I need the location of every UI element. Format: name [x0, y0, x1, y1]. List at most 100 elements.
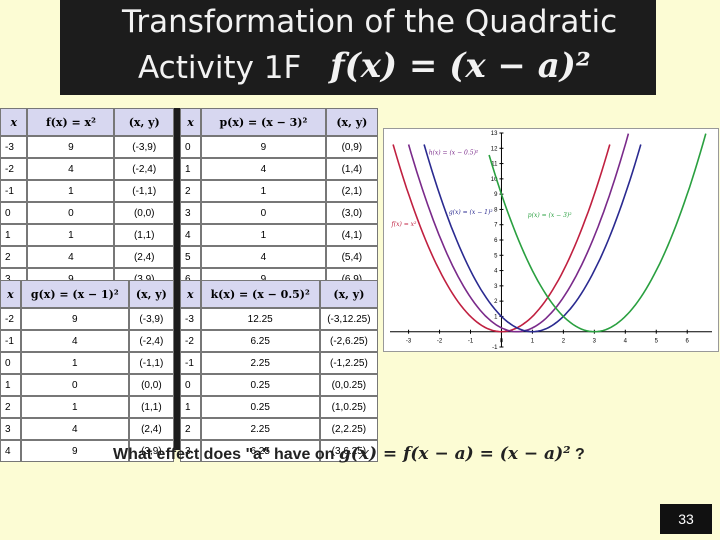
table-cell: 2.25 [200, 418, 320, 440]
x-tick-label: -2 [437, 339, 443, 345]
y-tick-label: 3 [494, 284, 498, 290]
x-tick-label: -1 [468, 339, 474, 345]
table-cell: -2 [0, 158, 28, 180]
table-cell: 4 [20, 418, 129, 440]
table-cell: (2,2.25) [319, 418, 378, 440]
table-row: 0 1 (-1,1) [0, 352, 174, 374]
graph-panel: -3 -2 -1 0 1 2 3 4 5 6 -1 1 2 3 4 5 6 7 8 9 10 11 12 13 f(x) = x… [383, 128, 719, 352]
title-banner: Transformation of the Quadratic Activity… [60, 0, 656, 95]
y-tick-label: 4 [494, 269, 498, 275]
table-cell: -3 [180, 308, 201, 330]
x-tick-label: 5 [655, 339, 659, 345]
header-cell: (x, y) [128, 280, 174, 308]
table-row: 1 0.25 (1,0.25) [180, 396, 378, 418]
y-tick-label: 5 [494, 253, 498, 259]
table-row: 0 0.25 (0,0.25) [180, 374, 378, 396]
table-cell: 9 [20, 308, 129, 330]
table-cell: -2 [0, 308, 21, 330]
table-row: 5 4 (5,4) [180, 246, 378, 268]
table-cell: 1 [180, 396, 201, 418]
table-cell: 0 [20, 374, 129, 396]
y-tick-label: 6 [494, 238, 498, 244]
y-tick-label: 13 [491, 131, 498, 137]
table-cell: (0,9) [325, 136, 378, 158]
table-cell: (-1,1) [128, 352, 174, 374]
series-label: g(x) = (x − 1)² [449, 209, 493, 216]
table-cell: 0.25 [200, 374, 320, 396]
series-label: p(x) = (x − 3)² [528, 212, 572, 219]
table-cell: (-3,9) [114, 136, 174, 158]
table-row: -1 1 (-1,1) [0, 180, 174, 202]
table-cell: 0 [180, 374, 201, 396]
table-divider [174, 108, 180, 450]
y-tick-label: 10 [491, 177, 498, 183]
y-tick-label: 2 [494, 299, 498, 305]
table-cell: (1,1) [114, 224, 174, 246]
table-row: -3 9 (-3,9) [0, 136, 174, 158]
table-cell: (1,4) [325, 158, 378, 180]
table-row: 2 1 (1,1) [0, 396, 174, 418]
table-f: x f(x) = x² (x, y) -3 9 (-3,9) -2 4 (-2,4) -1 1 (-1… [0, 108, 174, 290]
table-cell: (0,0) [114, 202, 174, 224]
y-tick-label: 7 [494, 223, 498, 229]
series-line [407, 133, 630, 333]
table-cell: 1 [27, 180, 115, 202]
table-k: x k(x) = (x − 0.5)² (x, y) -3 12.25 (-3,12.25… [180, 280, 378, 462]
y-tick-label: 9 [494, 192, 498, 198]
header-cell: (x, y) [325, 108, 378, 136]
table-row: 0 9 (0,9) [180, 136, 378, 158]
table-row: 0 0 (0,0) [0, 202, 174, 224]
table-cell: 0 [201, 202, 326, 224]
table-cell: -1 [0, 330, 21, 352]
table-cell: 3 [180, 440, 201, 462]
question-prefix: What effect does "a" have on [113, 446, 335, 463]
table-cell: (2,1) [325, 180, 378, 202]
table-cell: 4 [20, 330, 129, 352]
x-tick-label: 1 [531, 339, 535, 345]
table-cell: 2 [180, 180, 202, 202]
page-number: 33 [660, 504, 712, 534]
header-cell: f(x) = x² [27, 108, 115, 136]
table-cell: (0,0.25) [319, 374, 378, 396]
x-tick-label: 6 [686, 339, 690, 345]
x-tick-label: 2 [562, 339, 566, 345]
table-row: 2 4 (2,4) [0, 246, 174, 268]
table-cell: (1,0.25) [319, 396, 378, 418]
table-cell: 2.25 [200, 352, 320, 374]
table-row: 2 1 (2,1) [180, 180, 378, 202]
table-cell: 4 [27, 246, 115, 268]
table-row: 1 0 (0,0) [0, 374, 174, 396]
table-cell: (-2,4) [128, 330, 174, 352]
series-line [392, 144, 611, 333]
series-line [488, 133, 707, 333]
title-line1: Transformation of the Quadratic [122, 4, 618, 40]
table-cell: 1 [201, 180, 326, 202]
x-tick-label: 0 [500, 339, 504, 345]
table-g: x g(x) = (x − 1)² (x, y) -2 9 (-3,9) -1 4 (-2,4)… [0, 280, 174, 462]
table-cell: 1 [20, 352, 129, 374]
table-cell: 4 [180, 224, 202, 246]
y-tick-label: 8 [494, 207, 498, 213]
table-row: 1 4 (1,4) [180, 158, 378, 180]
table-cell: 2 [180, 418, 201, 440]
table-row: 3 0 (3,0) [180, 202, 378, 224]
table-cell: -1 [180, 352, 201, 374]
question-formula: g(x) = f(x − a) = (x − a)² [338, 444, 571, 464]
table-cell: (3,9) [128, 440, 174, 462]
table-cell: 2 [0, 246, 28, 268]
table-cell: 1 [201, 224, 326, 246]
header-cell: x [0, 108, 28, 136]
table-cell: 1 [0, 374, 21, 396]
table-cell: (-3,9) [128, 308, 174, 330]
table-row: -2 6.25 (-2,6.25) [180, 330, 378, 352]
table-cell: 1 [180, 158, 202, 180]
table-cell: (2,4) [114, 246, 174, 268]
table-cell: (0,0) [128, 374, 174, 396]
table-row: -3 12.25 (-3,12.25) [180, 308, 378, 330]
table-cell: 0 [0, 352, 21, 374]
table-cell: -3 [0, 136, 28, 158]
table-cell: (1,1) [128, 396, 174, 418]
question-suffix: ? [575, 446, 585, 463]
x-tick-label: -3 [406, 339, 412, 345]
